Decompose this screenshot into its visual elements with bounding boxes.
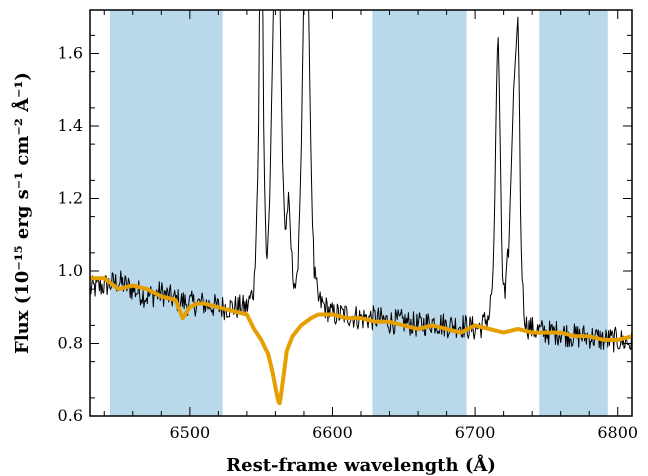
shaded-band-1 bbox=[109, 10, 223, 416]
y-tick-label: 1.0 bbox=[58, 261, 83, 280]
y-axis-label: Flux (10⁻¹⁵ erg s⁻¹ cm⁻² Å⁻¹) bbox=[10, 72, 33, 354]
axis-ticks: 6500 6600 6700 6800 0.6 0.8 1.0 1.2 1.4 1.6 bbox=[58, 10, 638, 442]
x-tick-label: 6800 bbox=[597, 423, 638, 442]
x-axis-label: Rest-frame wavelength (Å) bbox=[226, 453, 496, 476]
shaded-bands bbox=[109, 10, 608, 416]
y-tick-label: 1.2 bbox=[58, 189, 83, 208]
shaded-band-2 bbox=[372, 10, 467, 416]
model-fit-line bbox=[90, 276, 632, 406]
spectrum-lines bbox=[90, 10, 632, 406]
y-tick-label: 0.6 bbox=[58, 406, 83, 425]
shaded-band-3 bbox=[539, 10, 608, 416]
x-tick-label: 6700 bbox=[455, 423, 496, 442]
y-tick-label: 1.4 bbox=[58, 116, 83, 135]
plot-frame bbox=[89, 9, 633, 417]
y-tick-label: 0.8 bbox=[58, 334, 83, 353]
x-tick-label: 6500 bbox=[169, 423, 210, 442]
y-tick-label: 1.6 bbox=[58, 44, 83, 63]
x-tick-label: 6600 bbox=[312, 423, 353, 442]
